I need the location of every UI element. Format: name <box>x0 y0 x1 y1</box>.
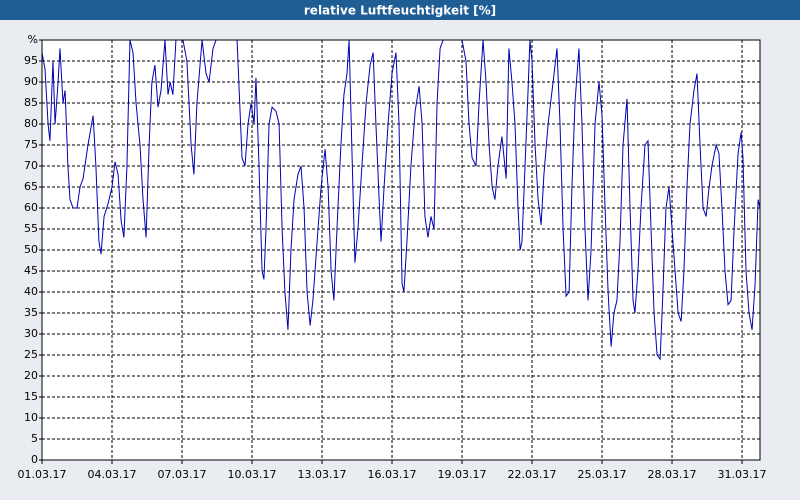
x-tick-label: 16.03.17 <box>368 468 417 481</box>
y-tick-label: 95 <box>24 54 38 67</box>
y-tick-label: 10 <box>24 411 38 424</box>
data-line <box>41 39 761 361</box>
y-tick-label: 30 <box>24 327 38 340</box>
y-tick-label: 80 <box>24 117 38 130</box>
y-tick-label: 25 <box>24 348 38 361</box>
title-bar <box>0 0 800 20</box>
y-tick-label: 15 <box>24 390 38 403</box>
x-tick-label: 07.03.17 <box>158 468 207 481</box>
x-tick-label: 28.03.17 <box>648 468 697 481</box>
y-tick-label: 90 <box>24 75 38 88</box>
x-tick-label: 31.03.17 <box>718 468 767 481</box>
chart-title: relative Luftfeuchtigkeit [%] <box>304 4 496 18</box>
x-tick-label: 25.03.17 <box>578 468 627 481</box>
x-tick-label: 04.03.17 <box>88 468 137 481</box>
y-tick-label: 45 <box>24 264 38 277</box>
y-tick-label: 20 <box>24 369 38 382</box>
y-tick-label: 5 <box>31 432 38 445</box>
y-tick-label: 55 <box>24 222 38 235</box>
y-tick-label: 40 <box>24 285 38 298</box>
y-tick-label: % <box>28 33 38 46</box>
x-tick-label: 19.03.17 <box>438 468 487 481</box>
x-tick-label: 10.03.17 <box>228 468 277 481</box>
y-tick-label: 70 <box>24 159 38 172</box>
y-tick-label: 35 <box>24 306 38 319</box>
x-tick-label: 22.03.17 <box>508 468 557 481</box>
x-tick-label: 01.03.17 <box>18 468 67 481</box>
y-tick-label: 0 <box>31 453 38 466</box>
y-tick-label: 65 <box>24 180 38 193</box>
y-tick-label: 60 <box>24 201 38 214</box>
y-tick-label: 85 <box>24 96 38 109</box>
plot-border <box>41 39 761 461</box>
x-tick-label: 13.03.17 <box>298 468 347 481</box>
y-tick-label: 75 <box>24 138 38 151</box>
y-tick-label: 50 <box>24 243 38 256</box>
